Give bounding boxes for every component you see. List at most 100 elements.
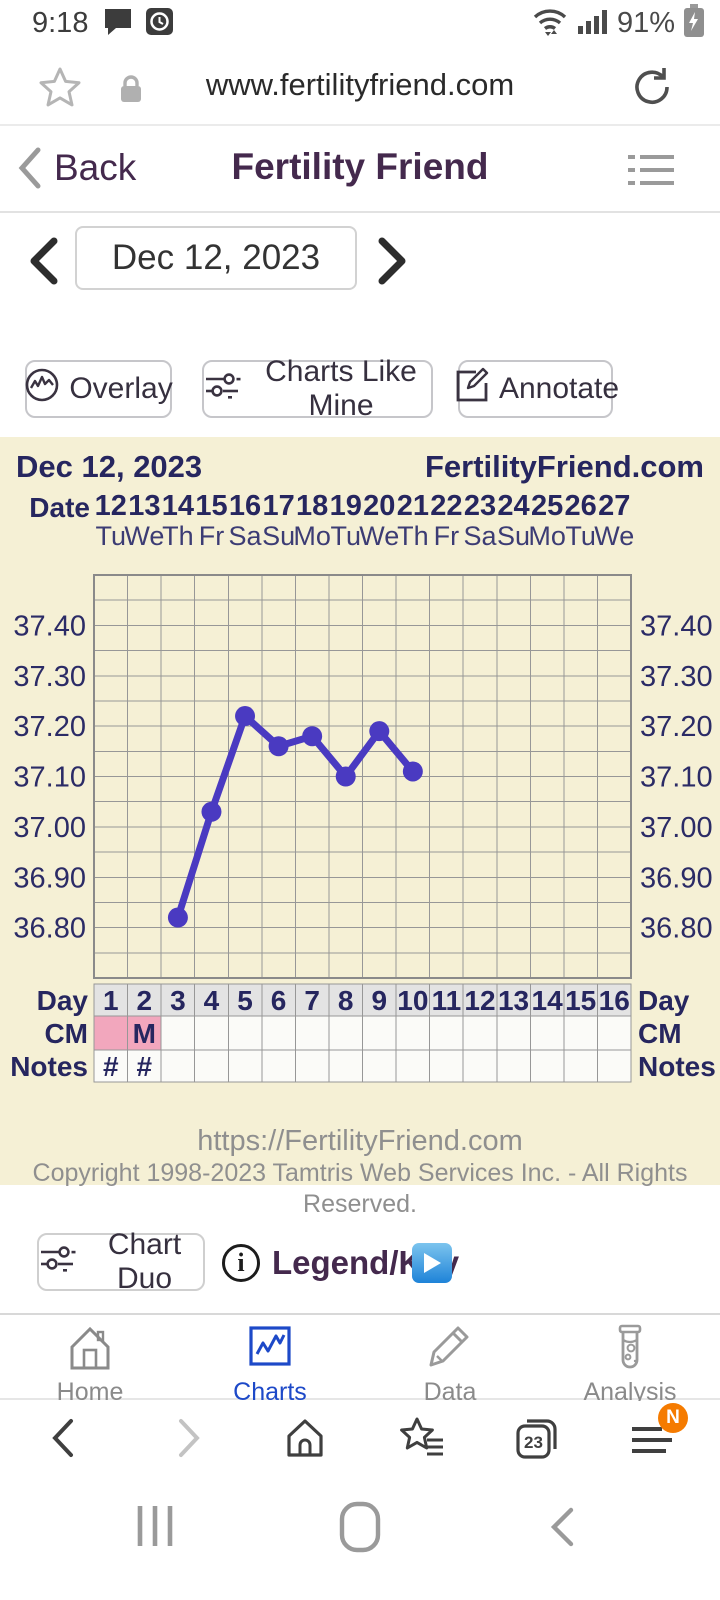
date-label: 17 bbox=[262, 490, 294, 522]
chart-watermark: FertilityFriend.com bbox=[425, 449, 704, 484]
day-cell[interactable] bbox=[294, 983, 330, 1017]
cm-cell[interactable] bbox=[194, 1015, 229, 1051]
notes-cell[interactable] bbox=[160, 1049, 196, 1083]
cm-cell[interactable] bbox=[261, 1015, 296, 1051]
play-video-icon[interactable] bbox=[412, 1243, 452, 1283]
line-chart-icon bbox=[245, 1323, 295, 1376]
overlay-wave-icon bbox=[24, 367, 60, 411]
cm-cell[interactable] bbox=[294, 1015, 330, 1051]
annotate-button[interactable]: Annotate bbox=[456, 360, 619, 418]
notes-cell[interactable] bbox=[328, 1049, 363, 1083]
url-text[interactable]: www.fertilityfriend.com bbox=[205, 67, 515, 102]
android-back-icon[interactable] bbox=[546, 1504, 578, 1555]
date-picker[interactable]: Dec 12, 2023 bbox=[75, 226, 357, 290]
notes-cell[interactable] bbox=[362, 1049, 397, 1083]
nav-item-charts[interactable]: Charts bbox=[180, 1315, 360, 1406]
cm-cell[interactable] bbox=[93, 1015, 129, 1051]
notes-cell[interactable] bbox=[261, 1049, 296, 1083]
overlay-button[interactable]: Overlay bbox=[24, 360, 173, 418]
cm-cell[interactable] bbox=[227, 1015, 263, 1051]
notes-cell[interactable] bbox=[596, 1049, 632, 1083]
y-tick-left: 37.30 bbox=[13, 661, 86, 693]
refresh-icon[interactable] bbox=[630, 66, 672, 113]
temperature-point[interactable] bbox=[201, 801, 222, 822]
notes-cell[interactable] bbox=[227, 1049, 263, 1083]
temperature-point[interactable] bbox=[235, 706, 256, 727]
back-button[interactable]: Back bbox=[12, 142, 136, 194]
cm-cell[interactable] bbox=[596, 1015, 632, 1051]
cm-cell[interactable] bbox=[496, 1015, 531, 1051]
browser-home-icon[interactable] bbox=[281, 1415, 329, 1466]
notes-cell[interactable] bbox=[496, 1049, 531, 1083]
weekday-label: We bbox=[124, 521, 164, 551]
notes-cell[interactable] bbox=[395, 1049, 431, 1083]
notes-cell[interactable] bbox=[429, 1049, 464, 1083]
browser-back-icon[interactable] bbox=[46, 1415, 80, 1466]
day-cell[interactable] bbox=[160, 983, 196, 1017]
bookmark-star-icon[interactable] bbox=[38, 66, 82, 113]
weekday-label: Sa bbox=[463, 521, 497, 551]
date-label: 25 bbox=[531, 490, 563, 522]
date-label: 14 bbox=[162, 490, 194, 522]
day-cell-row-label-right: Day bbox=[638, 985, 690, 1016]
browser-menu-icon[interactable]: N bbox=[628, 1403, 688, 1466]
notes-cell[interactable] bbox=[194, 1049, 229, 1083]
day-cell[interactable] bbox=[563, 983, 598, 1017]
temperature-point[interactable] bbox=[369, 721, 390, 742]
date-row-label: Date bbox=[29, 492, 90, 523]
day-cell[interactable] bbox=[462, 983, 498, 1017]
bbt-chart-panel: Dec 12, 2023 FertilityFriend.com Date 12 13 1… bbox=[0, 437, 720, 1218]
temperature-point[interactable] bbox=[302, 726, 323, 747]
notes-cell-row-label-right: Notes bbox=[638, 1051, 716, 1082]
nav-item-analysis[interactable]: Analysis bbox=[540, 1315, 720, 1406]
weekday-label: We bbox=[594, 521, 634, 551]
tab-switcher-icon[interactable]: 23 bbox=[513, 1415, 561, 1466]
day-cell-text: 8 bbox=[338, 985, 354, 1016]
list-menu-icon[interactable] bbox=[626, 150, 676, 197]
notes-cell[interactable] bbox=[93, 1049, 129, 1083]
date-label: 20 bbox=[363, 490, 395, 522]
browser-forward-icon[interactable] bbox=[172, 1415, 206, 1466]
nav-item-home[interactable]: Home bbox=[0, 1315, 180, 1406]
weekday-label: Fr bbox=[199, 521, 224, 551]
cm-cell[interactable] bbox=[429, 1015, 464, 1051]
cm-cell[interactable] bbox=[462, 1015, 498, 1051]
y-tick-left: 37.10 bbox=[13, 762, 86, 794]
info-icon[interactable]: i bbox=[222, 1244, 260, 1282]
charts-like-mine-button[interactable]: Charts Like Mine bbox=[202, 355, 433, 422]
day-cell[interactable] bbox=[127, 983, 162, 1017]
cm-cell[interactable] bbox=[362, 1015, 397, 1051]
cm-cell[interactable] bbox=[563, 1015, 598, 1051]
day-cell[interactable] bbox=[596, 983, 632, 1017]
notes-cell[interactable] bbox=[294, 1049, 330, 1083]
next-day-button[interactable] bbox=[374, 236, 410, 291]
temperature-point[interactable] bbox=[335, 766, 356, 787]
grid-border bbox=[93, 574, 632, 979]
day-cell-row-label-left: Day bbox=[37, 985, 89, 1016]
bookmarks-star-list-icon[interactable] bbox=[396, 1415, 448, 1466]
cm-cell[interactable] bbox=[395, 1015, 431, 1051]
notes-cell[interactable] bbox=[529, 1049, 565, 1083]
day-cell[interactable] bbox=[261, 983, 296, 1017]
previous-day-button[interactable] bbox=[26, 236, 62, 291]
android-home-icon[interactable] bbox=[336, 1500, 384, 1559]
notes-cell[interactable] bbox=[563, 1049, 598, 1083]
day-cell-text: 16 bbox=[599, 985, 630, 1016]
notes-cell[interactable] bbox=[462, 1049, 498, 1083]
day-cell-text: 6 bbox=[271, 985, 287, 1016]
y-tick-right: 36.90 bbox=[640, 862, 713, 894]
cm-cell[interactable] bbox=[160, 1015, 196, 1051]
day-cell[interactable] bbox=[529, 983, 565, 1017]
temperature-point[interactable] bbox=[268, 736, 289, 757]
temperature-point[interactable] bbox=[402, 761, 423, 782]
recent-apps-icon[interactable] bbox=[134, 1502, 178, 1555]
y-tick-left: 36.90 bbox=[13, 862, 86, 894]
app-bottom-nav: Home Charts Data Analysis bbox=[0, 1313, 720, 1406]
nav-item-data[interactable]: Data bbox=[360, 1315, 540, 1406]
day-cell[interactable] bbox=[93, 983, 129, 1017]
cm-cell[interactable] bbox=[529, 1015, 565, 1051]
chart-duo-button[interactable]: Chart Duo bbox=[37, 1228, 205, 1295]
temperature-point[interactable] bbox=[167, 907, 188, 928]
cm-cell[interactable] bbox=[127, 1015, 162, 1051]
cm-cell[interactable] bbox=[328, 1015, 363, 1051]
